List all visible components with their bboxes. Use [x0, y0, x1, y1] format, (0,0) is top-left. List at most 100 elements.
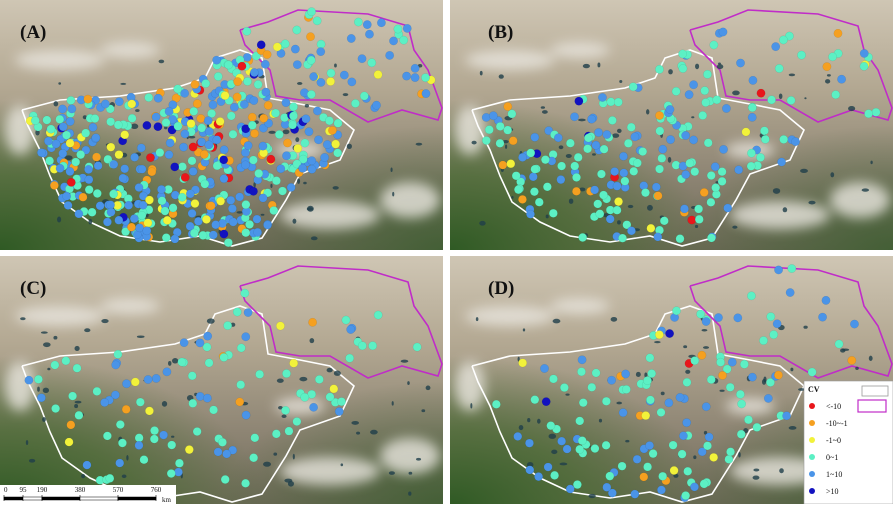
lake-point	[62, 357, 70, 365]
lake	[789, 73, 795, 76]
lake-point	[159, 431, 167, 439]
lake-point	[127, 223, 135, 231]
lake-point	[614, 197, 622, 205]
lake-point	[499, 161, 507, 169]
lake	[75, 401, 82, 404]
lake-point	[115, 216, 123, 224]
lake	[389, 471, 395, 475]
lake	[647, 205, 653, 211]
lake-point	[282, 152, 290, 160]
lake-point	[779, 36, 787, 44]
lake	[827, 74, 831, 76]
lake-point	[298, 164, 306, 172]
lake-point	[250, 68, 258, 76]
lake-point	[769, 330, 777, 338]
lake-point	[175, 459, 183, 467]
lake-point	[837, 75, 845, 83]
lake	[26, 440, 28, 445]
lake-point	[774, 371, 782, 379]
lake	[479, 221, 485, 226]
lake-point	[281, 40, 289, 48]
lake-point	[165, 150, 173, 158]
lake-point	[71, 158, 79, 166]
lake-point	[672, 307, 680, 315]
lake-point	[205, 359, 213, 367]
lake-point	[549, 209, 557, 217]
lake-point	[742, 128, 750, 136]
scale-segment	[80, 497, 118, 500]
lake-point	[654, 192, 662, 200]
lake-point	[62, 131, 70, 139]
lake-point	[621, 177, 629, 185]
lake-point	[646, 354, 654, 362]
lake	[855, 367, 859, 370]
lake	[292, 219, 296, 224]
lake	[58, 82, 61, 84]
lake-point	[326, 393, 334, 401]
lake-point	[213, 162, 221, 170]
lake-point	[67, 96, 75, 104]
lake-point	[711, 163, 719, 171]
lake	[303, 182, 307, 185]
lake-point	[273, 43, 281, 51]
lake	[702, 329, 708, 332]
lake	[207, 318, 215, 323]
lake-point	[655, 111, 663, 119]
lake-point	[62, 192, 70, 200]
lake-point	[188, 372, 196, 380]
lake-point	[686, 159, 694, 167]
lake-point	[249, 187, 257, 195]
lake-point	[550, 471, 558, 479]
lake	[753, 468, 759, 471]
lake-point	[116, 459, 124, 467]
lake-point	[209, 406, 217, 414]
lake-point	[326, 77, 334, 85]
lake-point	[152, 374, 160, 382]
lake-point	[259, 194, 267, 202]
lake-point	[577, 368, 585, 376]
lake-point	[627, 123, 635, 131]
lake-point	[422, 89, 430, 97]
lake-point	[203, 332, 211, 340]
lake-point	[688, 216, 696, 224]
lake-point	[235, 193, 243, 201]
lake	[261, 214, 265, 216]
lake-point	[560, 383, 568, 391]
lake-point	[59, 123, 67, 131]
lake-point	[747, 149, 755, 157]
lake-point	[374, 70, 382, 78]
lake	[499, 74, 504, 78]
lake-point	[122, 405, 130, 413]
lake-point	[255, 370, 263, 378]
lake-point	[596, 210, 604, 218]
lake-point	[255, 169, 263, 177]
lake-point	[254, 80, 262, 88]
lake-point	[92, 134, 100, 142]
lake-point	[263, 221, 271, 229]
lake-point	[600, 145, 608, 153]
lake-point	[767, 312, 775, 320]
lake-point	[689, 136, 697, 144]
lake-point	[342, 316, 350, 324]
lake-point	[283, 139, 291, 147]
lake-point	[221, 91, 229, 99]
lake-point	[860, 49, 868, 57]
lake-point	[571, 162, 579, 170]
lake-point	[676, 393, 684, 401]
lake	[654, 341, 661, 343]
lake-point	[325, 117, 333, 125]
lake-point	[187, 119, 195, 127]
lake-point	[658, 472, 666, 480]
lake-point	[315, 375, 323, 383]
lake-point	[204, 116, 212, 124]
panels: (A)(B)(C)(D)	[0, 0, 893, 504]
lake	[41, 331, 48, 333]
lake-point	[749, 76, 757, 84]
lake-point	[736, 390, 744, 398]
lake-point	[734, 166, 742, 174]
legend: CV <-10-10~-1-1~00~11~10>10	[804, 381, 893, 504]
lake-point	[587, 115, 595, 123]
lake-point	[253, 228, 261, 236]
lake-point	[402, 72, 410, 80]
lake-point	[186, 190, 194, 198]
